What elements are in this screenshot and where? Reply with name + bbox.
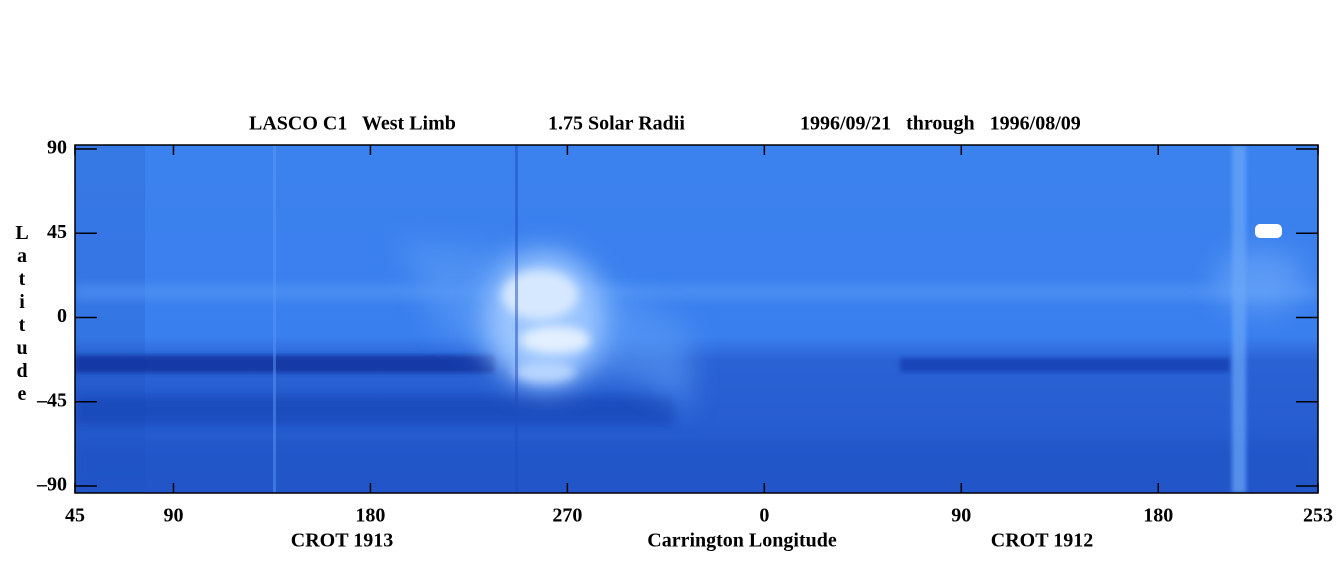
- x-axis-label: Carrington Longitude: [647, 530, 837, 552]
- y-tick-label: 90: [47, 137, 67, 159]
- title-part: LASCO C1 West Limb: [249, 113, 456, 135]
- title-part: 1996/09/21 through 1996/08/09: [800, 113, 1081, 135]
- y-axis-label: Latitude: [11, 222, 33, 406]
- x-tick-label: 270: [552, 505, 582, 527]
- rotation-label: CROT 1912: [991, 530, 1093, 552]
- map-image: [75, 145, 1318, 493]
- saturated-patch: [1255, 224, 1282, 238]
- plot-frame: [74, 144, 1319, 494]
- y-tick-label: –45: [36, 389, 67, 411]
- title-part: 1.75 Solar Radii: [548, 113, 685, 135]
- x-tick-label: 90: [951, 505, 971, 527]
- x-tick-label: 180: [1143, 505, 1173, 527]
- x-tick-label: 180: [355, 505, 385, 527]
- x-tick-label: 253: [1303, 505, 1333, 527]
- x-tick-label: 90: [163, 505, 183, 527]
- rotation-label: CROT 1913: [291, 530, 393, 552]
- y-tick-label: –90: [36, 474, 67, 496]
- y-tick-label: 0: [57, 305, 67, 327]
- x-tick-label: 45: [65, 505, 85, 527]
- x-tick-label: 0: [759, 505, 769, 527]
- y-tick-label: 45: [47, 221, 67, 243]
